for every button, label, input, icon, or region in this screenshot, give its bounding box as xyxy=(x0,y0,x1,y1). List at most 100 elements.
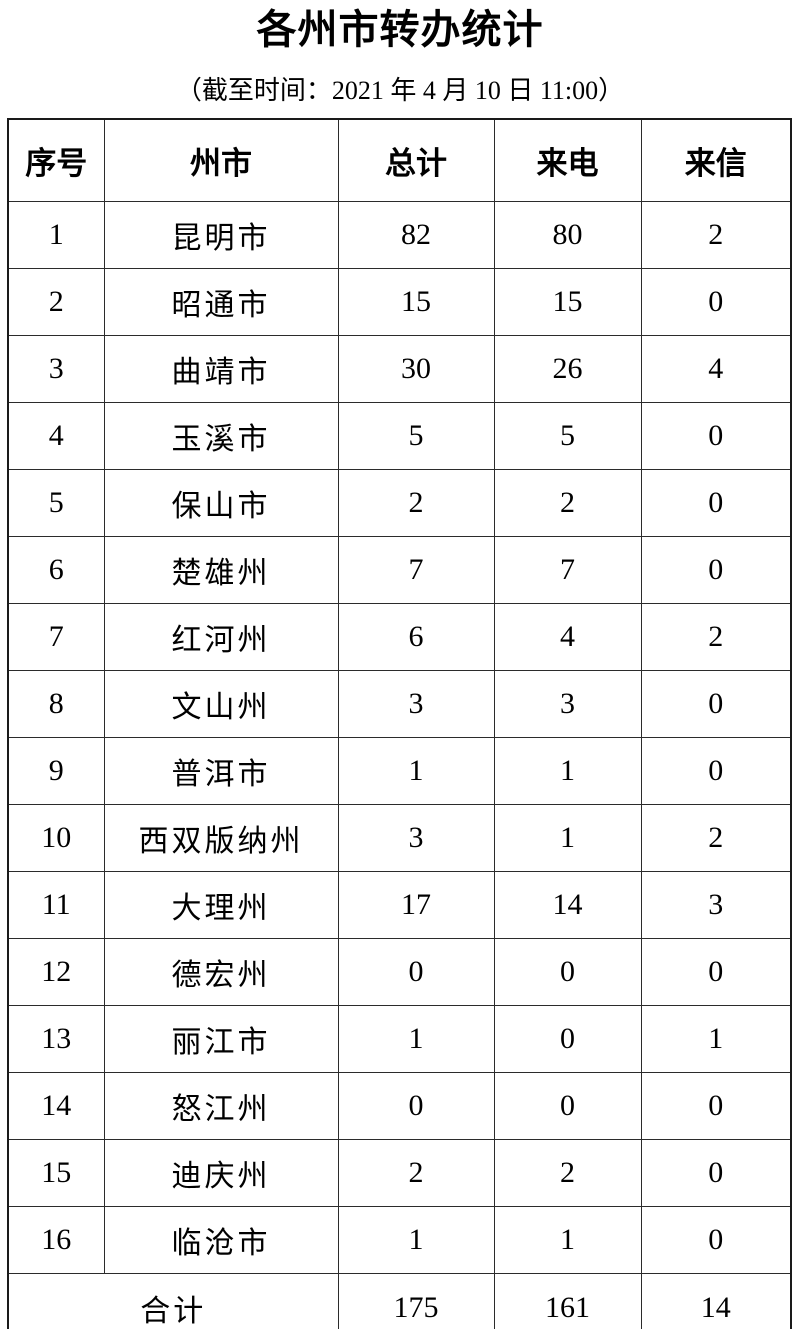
cell-letters: 0 xyxy=(640,938,792,1006)
footer-label-cell: 合计 xyxy=(7,1273,339,1329)
cell-city: 迪庆州 xyxy=(103,1139,339,1207)
cell-letters: 0 xyxy=(640,737,792,805)
cell-total: 6 xyxy=(337,603,495,671)
cell-letters: 2 xyxy=(640,603,792,671)
cell-calls: 7 xyxy=(493,536,642,604)
cell-calls: 15 xyxy=(493,268,642,336)
table-body: 1 昆明市 82 80 2 2 昭通市 15 15 0 3 曲靖市 30 26 … xyxy=(7,201,792,1274)
cell-city: 玉溪市 xyxy=(103,402,339,470)
cell-city: 西双版纳州 xyxy=(103,804,339,872)
cell-calls: 3 xyxy=(493,670,642,738)
cell-total: 7 xyxy=(337,536,495,604)
cell-calls: 26 xyxy=(493,335,642,403)
cell-letters: 0 xyxy=(640,670,792,738)
cell-letters: 0 xyxy=(640,1139,792,1207)
table-row: 4 玉溪市 5 5 0 xyxy=(7,402,792,470)
cell-city: 昆明市 xyxy=(103,201,339,269)
cell-calls: 2 xyxy=(493,469,642,537)
cell-calls: 0 xyxy=(493,1005,642,1073)
table-row: 7 红河州 6 4 2 xyxy=(7,603,792,671)
cell-calls: 0 xyxy=(493,938,642,1006)
table-row: 3 曲靖市 30 26 4 xyxy=(7,335,792,403)
table-row: 14 怒江州 0 0 0 xyxy=(7,1072,792,1140)
cell-total: 3 xyxy=(337,804,495,872)
cell-total: 2 xyxy=(337,1139,495,1207)
table-row: 5 保山市 2 2 0 xyxy=(7,469,792,537)
cell-no: 7 xyxy=(7,603,105,671)
cell-total: 2 xyxy=(337,469,495,537)
header-cell-city: 州市 xyxy=(103,118,339,202)
cell-letters: 0 xyxy=(640,402,792,470)
statistics-table: 序号 州市 总计 来电 来信 1 昆明市 82 80 2 2 昭通市 15 15… xyxy=(7,118,792,1329)
cell-city: 红河州 xyxy=(103,603,339,671)
footer-calls-cell: 161 xyxy=(493,1273,642,1329)
cell-total: 0 xyxy=(337,1072,495,1140)
table-row: 10 西双版纳州 3 1 2 xyxy=(7,804,792,872)
header-cell-total: 总计 xyxy=(337,118,495,202)
table-row: 8 文山州 3 3 0 xyxy=(7,670,792,738)
cell-total: 3 xyxy=(337,670,495,738)
cell-city: 临沧市 xyxy=(103,1206,339,1274)
cell-calls: 1 xyxy=(493,804,642,872)
cell-no: 8 xyxy=(7,670,105,738)
table-row: 9 普洱市 1 1 0 xyxy=(7,737,792,805)
cell-city: 怒江州 xyxy=(103,1072,339,1140)
table-row: 6 楚雄州 7 7 0 xyxy=(7,536,792,604)
cell-total: 15 xyxy=(337,268,495,336)
header-cell-letters: 来信 xyxy=(640,118,792,202)
cell-no: 1 xyxy=(7,201,105,269)
cell-letters: 2 xyxy=(640,201,792,269)
cell-letters: 2 xyxy=(640,804,792,872)
cell-no: 11 xyxy=(7,871,105,939)
table-row: 12 德宏州 0 0 0 xyxy=(7,938,792,1006)
cell-no: 5 xyxy=(7,469,105,537)
cell-total: 5 xyxy=(337,402,495,470)
cell-calls: 4 xyxy=(493,603,642,671)
cell-city: 普洱市 xyxy=(103,737,339,805)
cell-letters: 3 xyxy=(640,871,792,939)
cell-calls: 2 xyxy=(493,1139,642,1207)
cell-total: 1 xyxy=(337,1206,495,1274)
cell-total: 0 xyxy=(337,938,495,1006)
page-title: 各州市转办统计 xyxy=(256,8,544,52)
cell-city: 保山市 xyxy=(103,469,339,537)
cell-calls: 80 xyxy=(493,201,642,269)
cell-no: 6 xyxy=(7,536,105,604)
cell-no: 15 xyxy=(7,1139,105,1207)
header-cell-calls: 来电 xyxy=(493,118,642,202)
cell-no: 4 xyxy=(7,402,105,470)
cell-calls: 14 xyxy=(493,871,642,939)
header-cell-no: 序号 xyxy=(7,118,105,202)
cell-no: 2 xyxy=(7,268,105,336)
cell-no: 12 xyxy=(7,938,105,1006)
cell-city: 曲靖市 xyxy=(103,335,339,403)
table-row: 11 大理州 17 14 3 xyxy=(7,871,792,939)
table-row: 16 临沧市 1 1 0 xyxy=(7,1206,792,1274)
cell-calls: 1 xyxy=(493,1206,642,1274)
header-row: 序号 州市 总计 来电 来信 xyxy=(7,118,792,202)
cell-total: 82 xyxy=(337,201,495,269)
cell-city: 德宏州 xyxy=(103,938,339,1006)
cell-letters: 0 xyxy=(640,1072,792,1140)
cell-letters: 0 xyxy=(640,1206,792,1274)
cell-letters: 0 xyxy=(640,469,792,537)
footer-row: 合计 175 161 14 xyxy=(7,1273,792,1329)
document-page: 各州市转办统计 （截至时间：2021 年 4 月 10 日 11:00） 序号 … xyxy=(0,6,800,1329)
cell-total: 1 xyxy=(337,1005,495,1073)
table-row: 1 昆明市 82 80 2 xyxy=(7,201,792,269)
cell-city: 楚雄州 xyxy=(103,536,339,604)
cell-calls: 1 xyxy=(493,737,642,805)
table-row: 15 迪庆州 2 2 0 xyxy=(7,1139,792,1207)
cell-no: 10 xyxy=(7,804,105,872)
cell-total: 30 xyxy=(337,335,495,403)
page-subtitle: （截至时间：2021 年 4 月 10 日 11:00） xyxy=(175,76,625,105)
cell-no: 16 xyxy=(7,1206,105,1274)
cell-city: 文山州 xyxy=(103,670,339,738)
cell-calls: 5 xyxy=(493,402,642,470)
cell-total: 17 xyxy=(337,871,495,939)
cell-letters: 1 xyxy=(640,1005,792,1073)
table-row: 13 丽江市 1 0 1 xyxy=(7,1005,792,1073)
footer-total-cell: 175 xyxy=(337,1273,495,1329)
table-header: 序号 州市 总计 来电 来信 xyxy=(7,118,792,202)
cell-city: 丽江市 xyxy=(103,1005,339,1073)
